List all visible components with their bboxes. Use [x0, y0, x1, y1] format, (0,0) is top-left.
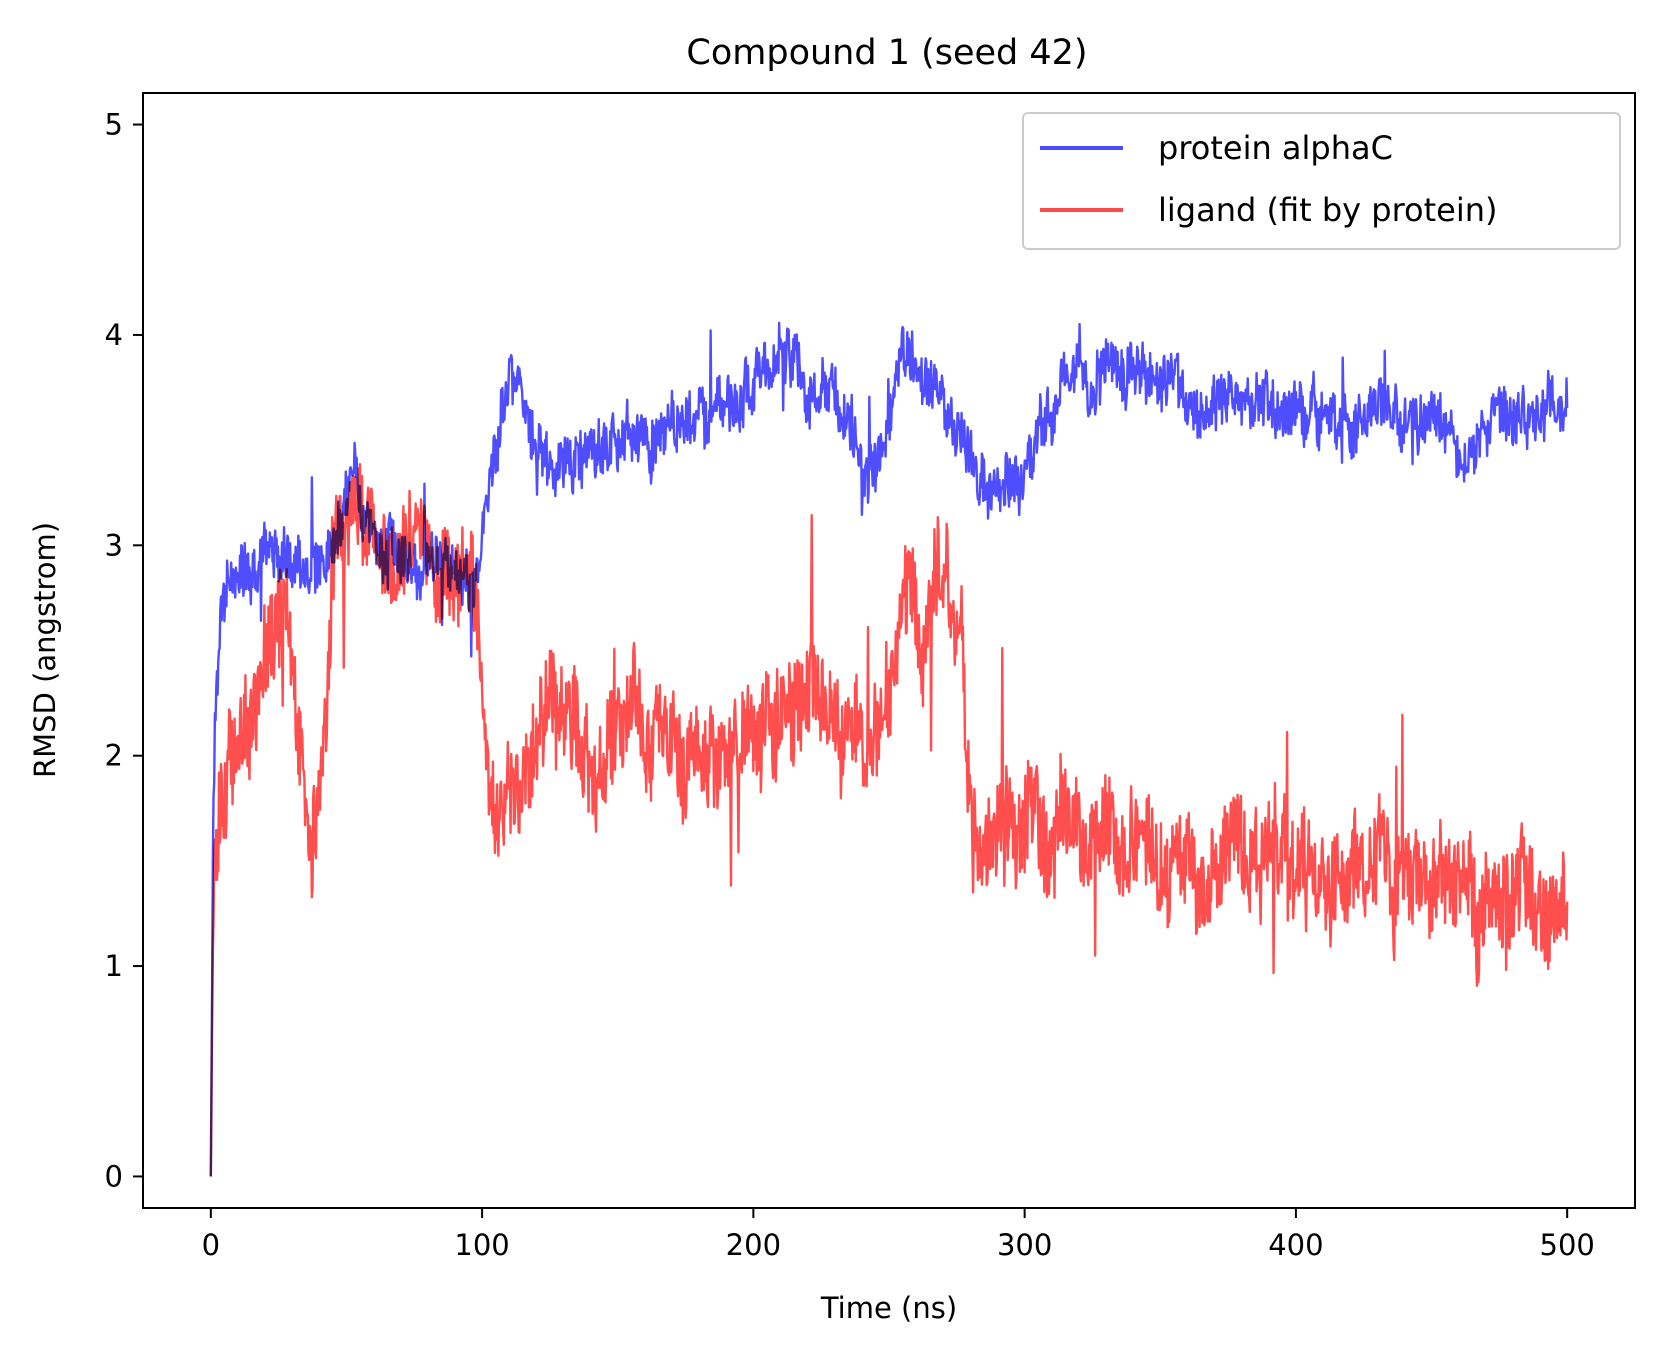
y-tick-label: 3	[105, 528, 123, 562]
x-tick-label: 500	[1540, 1228, 1595, 1262]
y-axis: 0 1 2 3 4 5	[105, 108, 143, 1193]
x-tick-label: 300	[997, 1228, 1052, 1262]
legend-box	[1022, 112, 1621, 250]
legend-label-ligand: ligand (fit by protein)	[1158, 191, 1497, 229]
y-tick-label: 1	[105, 949, 123, 983]
y-tick-label: 2	[105, 739, 123, 773]
x-tick-label: 200	[726, 1228, 781, 1262]
x-tick-label: 100	[454, 1228, 509, 1262]
legend-label-protein: protein alphaC	[1158, 129, 1393, 167]
plot-frame	[142, 92, 1636, 1209]
y-axis-label: RMSD (angstrom)	[28, 522, 62, 778]
x-tick-label: 400	[1268, 1228, 1323, 1262]
y-tick-label: 5	[105, 108, 123, 142]
y-tick-label: 4	[105, 318, 123, 352]
series-ligand-line	[209, 462, 1569, 1177]
series-layer	[209, 321, 1569, 1177]
legend: protein alphaC ligand (fit by protein)	[1022, 112, 1621, 250]
chart-title: Compound 1 (seed 42)	[686, 33, 1087, 73]
x-axis: 0 100 200 300 400 500	[202, 1208, 1595, 1262]
x-axis-label: Time (ns)	[820, 1291, 957, 1325]
x-tick-label: 0	[202, 1228, 220, 1262]
y-tick-label: 0	[105, 1159, 123, 1193]
